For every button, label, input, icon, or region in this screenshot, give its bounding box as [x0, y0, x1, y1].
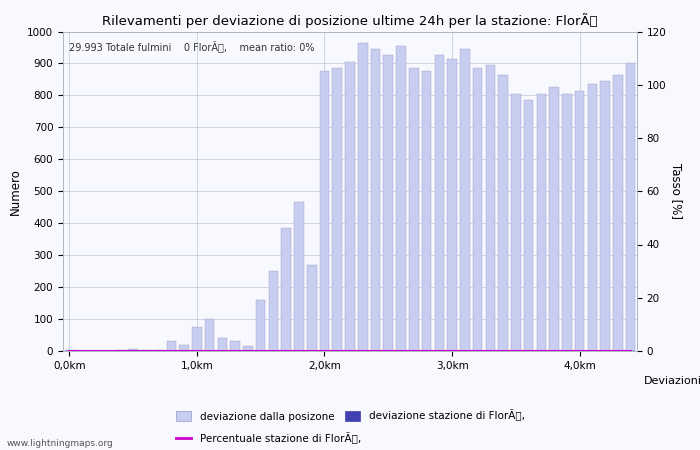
Bar: [141, 350, 150, 351]
Y-axis label: Tasso [%]: Tasso [%]: [670, 163, 683, 219]
Bar: [205, 319, 214, 351]
Bar: [167, 342, 176, 351]
Bar: [524, 100, 533, 351]
Bar: [511, 94, 521, 351]
Bar: [230, 342, 240, 351]
Text: www.lightningmaps.org: www.lightningmaps.org: [7, 439, 113, 448]
Bar: [421, 72, 431, 351]
Bar: [562, 94, 572, 351]
Bar: [550, 87, 559, 351]
Bar: [358, 43, 368, 351]
Bar: [587, 84, 597, 351]
Bar: [218, 338, 228, 351]
Bar: [537, 94, 546, 351]
Bar: [384, 55, 393, 351]
Bar: [473, 68, 482, 351]
Bar: [128, 349, 138, 351]
Bar: [460, 49, 470, 351]
Legend: Percentuale stazione di FlorÃ,: Percentuale stazione di FlorÃ,: [172, 428, 365, 448]
Bar: [294, 202, 304, 351]
Bar: [601, 81, 610, 351]
Bar: [626, 63, 636, 351]
Bar: [486, 65, 495, 351]
Bar: [320, 72, 329, 351]
Bar: [613, 75, 623, 351]
Bar: [192, 327, 202, 351]
Bar: [345, 62, 355, 351]
Bar: [243, 346, 253, 351]
Bar: [498, 75, 508, 351]
Bar: [575, 90, 584, 351]
Bar: [256, 300, 265, 351]
Text: 29.993 Totale fulmini    0 FlorÃ,    mean ratio: 0%: 29.993 Totale fulmini 0 FlorÃ, mean rat…: [69, 41, 314, 53]
Bar: [447, 58, 457, 351]
Text: Deviazioni: Deviazioni: [644, 376, 700, 386]
Bar: [332, 68, 342, 351]
Y-axis label: Numero: Numero: [8, 168, 22, 215]
Bar: [371, 49, 380, 351]
Bar: [307, 265, 316, 351]
Bar: [396, 46, 406, 351]
Bar: [435, 55, 444, 351]
Bar: [409, 68, 419, 351]
Title: Rilevamenti per deviazione di posizione ultime 24h per la stazione: FlorÃ: Rilevamenti per deviazione di posizione …: [102, 13, 598, 27]
Bar: [281, 228, 291, 351]
Bar: [179, 345, 189, 351]
Bar: [269, 271, 279, 351]
